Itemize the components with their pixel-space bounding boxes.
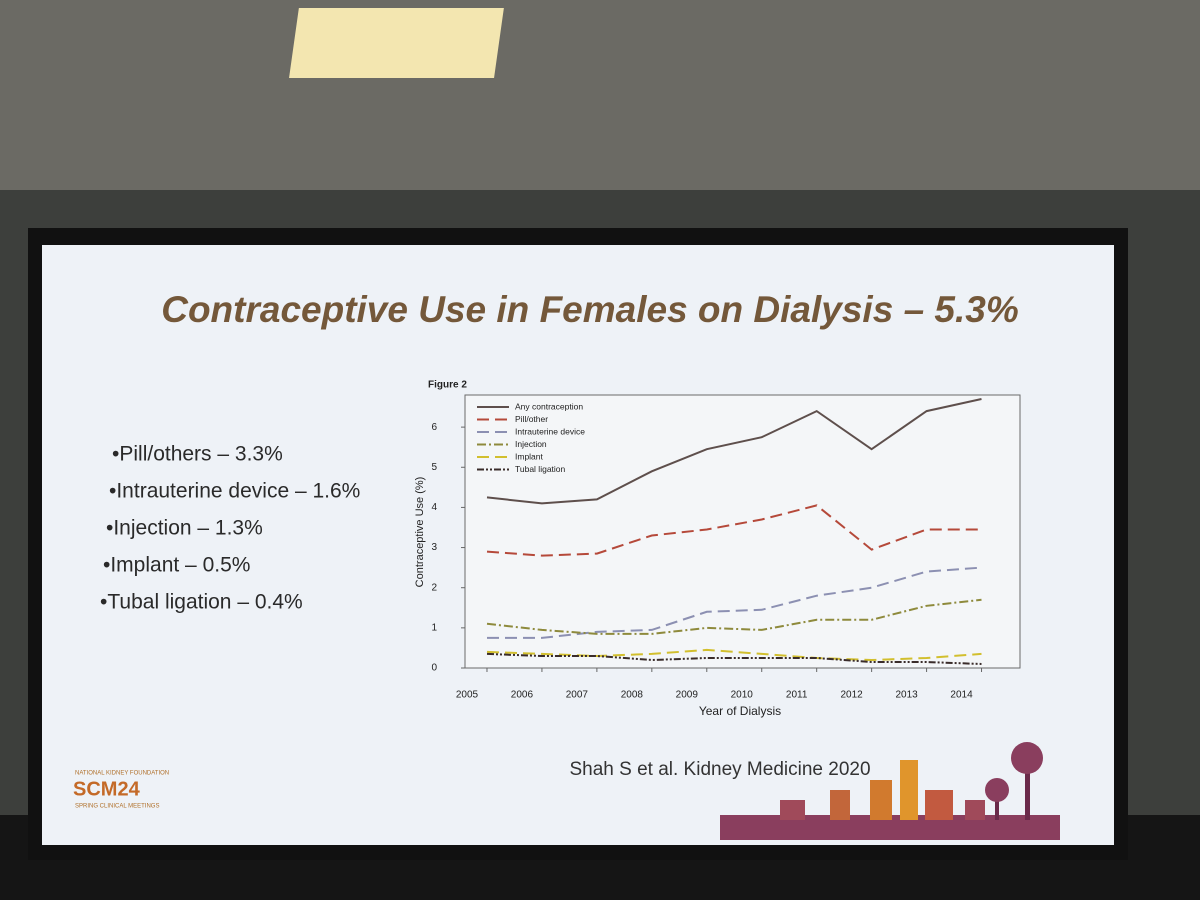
x-tick-label: 2005 <box>456 690 479 701</box>
bullet: •Injection – 1.3% <box>106 517 263 540</box>
x-tick-label: 2008 <box>621 690 644 701</box>
series-line <box>486 648 982 662</box>
x-tick-label: 2010 <box>731 690 754 701</box>
bullet: •Pill/others – 3.3% <box>112 443 283 466</box>
series-line <box>486 398 982 505</box>
slide-title: Contraceptive Use in Females on Dialysis… <box>161 289 1019 330</box>
y-axis-label: Contraceptive Use (%) <box>414 477 426 588</box>
bullet-list: •Pill/others – 3.3% •Intrauterine device … <box>100 443 360 614</box>
y-tick-label: 0 <box>431 663 437 674</box>
logo-event: SPRING CLINICAL MEETINGS <box>75 804 159 810</box>
logo-org: NATIONAL KIDNEY FOUNDATION <box>75 771 169 777</box>
x-tick-label: 2013 <box>895 690 918 701</box>
x-axis-label: Year of Dialysis <box>699 704 781 718</box>
bullet: •Tubal ligation – 0.4% <box>100 591 303 614</box>
series-line <box>487 566 982 639</box>
y-tick-label: 6 <box>431 422 437 433</box>
series-line <box>486 598 982 635</box>
legend-label: Implant <box>515 451 544 461</box>
logo-name: SCM24 <box>73 778 141 800</box>
ceiling <box>0 0 1200 190</box>
legend-label: Any contraception <box>515 401 583 411</box>
x-tick-label: 2012 <box>841 690 864 701</box>
x-tick-label: 2011 <box>786 690 808 701</box>
x-tick-label: 2009 <box>676 690 699 701</box>
chart: Figure 2 Year of Dialysis Contraceptive … <box>414 380 1021 718</box>
x-tick-label: 2006 <box>511 690 534 701</box>
y-tick-label: 5 <box>431 462 437 473</box>
y-tick-label: 1 <box>431 622 437 633</box>
legend-label: Injection <box>515 439 547 449</box>
figure-label: Figure 2 <box>428 380 467 391</box>
y-tick-label: 3 <box>431 542 437 553</box>
bullet: •Implant – 0.5% <box>103 554 250 577</box>
legend-label: Intrauterine device <box>515 426 585 436</box>
x-tick-label: 2014 <box>950 690 973 701</box>
ceiling-light <box>289 8 504 78</box>
legend-label: Tubal ligation <box>515 464 566 474</box>
skyline <box>720 742 1060 840</box>
series-line <box>486 652 982 665</box>
y-tick-label: 4 <box>431 502 437 513</box>
bullet: •Intrauterine device – 1.6% <box>109 480 360 503</box>
y-tick-label: 2 <box>431 582 437 593</box>
citation: Shah S et al. Kidney Medicine 2020 <box>569 759 870 780</box>
legend-label: Pill/other <box>515 414 548 424</box>
x-tick-label: 2007 <box>566 690 589 701</box>
series-line <box>486 504 982 557</box>
